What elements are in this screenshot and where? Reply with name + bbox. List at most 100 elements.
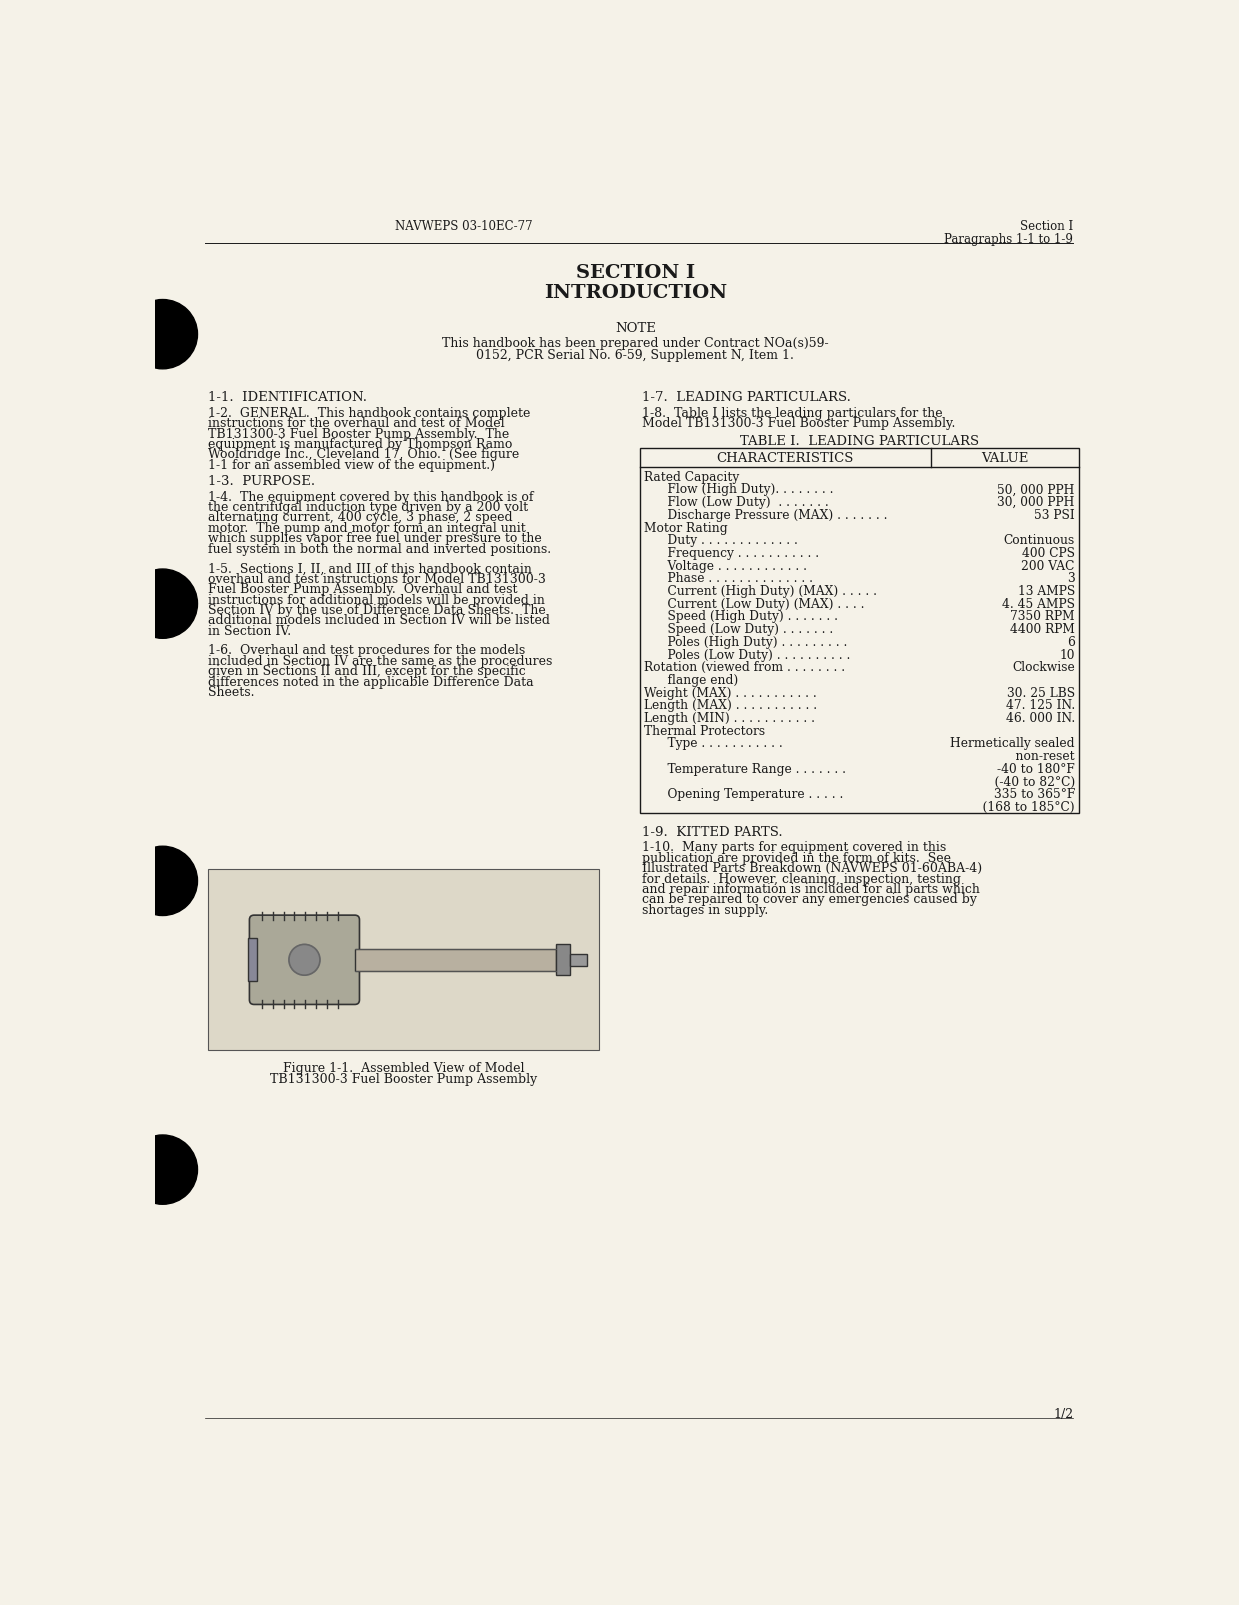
Text: included in Section IV are the same as the procedures: included in Section IV are the same as t… (208, 655, 551, 668)
Text: This handbook has been prepared under Contract NOa(s)59-: This handbook has been prepared under Co… (442, 337, 829, 350)
Text: SECTION I: SECTION I (576, 263, 695, 281)
Text: 4400 RPM: 4400 RPM (1010, 623, 1074, 636)
Text: Thermal Protectors: Thermal Protectors (644, 724, 764, 737)
Text: 7350 RPM: 7350 RPM (1010, 610, 1074, 623)
Text: 1-1.  IDENTIFICATION.: 1-1. IDENTIFICATION. (208, 392, 367, 404)
Text: for details.  However, cleaning, inspection, testing: for details. However, cleaning, inspecti… (642, 872, 960, 884)
Text: Continuous: Continuous (1004, 534, 1074, 547)
Text: Discharge Pressure (MAX) . . . . . . .: Discharge Pressure (MAX) . . . . . . . (653, 509, 888, 522)
Circle shape (128, 1135, 197, 1204)
Text: 1-6.  Overhaul and test procedures for the models: 1-6. Overhaul and test procedures for th… (208, 644, 525, 656)
Text: VALUE: VALUE (981, 453, 1028, 465)
Text: non-reset: non-reset (1000, 750, 1074, 762)
Text: Type . . . . . . . . . . .: Type . . . . . . . . . . . (653, 737, 783, 750)
Text: which supplies vapor free fuel under pressure to the: which supplies vapor free fuel under pre… (208, 531, 541, 546)
Text: Rated Capacity: Rated Capacity (644, 470, 740, 483)
Text: motor.  The pump and motor form an integral unit: motor. The pump and motor form an integr… (208, 522, 525, 534)
Text: Hermetically sealed: Hermetically sealed (950, 737, 1074, 750)
Text: CHARACTERISTICS: CHARACTERISTICS (716, 453, 854, 465)
Text: Clockwise: Clockwise (1012, 661, 1074, 674)
Bar (354, 950, 556, 971)
Text: Illustrated Parts Breakdown (NAVWEPS 01-60ABA-4): Illustrated Parts Breakdown (NAVWEPS 01-… (642, 862, 981, 875)
Text: 53 PSI: 53 PSI (1035, 509, 1074, 522)
Text: Paragraphs 1-1 to 1-9: Paragraphs 1-1 to 1-9 (944, 233, 1073, 246)
Text: 1-3.  PURPOSE.: 1-3. PURPOSE. (208, 475, 315, 488)
Text: additional models included in Section IV will be listed: additional models included in Section IV… (208, 615, 550, 628)
Text: 1-5.  Sections I, II, and III of this handbook contain: 1-5. Sections I, II, and III of this han… (208, 562, 532, 575)
Text: 46. 000 IN.: 46. 000 IN. (1006, 711, 1074, 724)
Text: overhaul and test instructions for Model TB131300-3: overhaul and test instructions for Model… (208, 573, 545, 586)
Text: Section I: Section I (1020, 220, 1073, 233)
Text: Opening Temperature . . . . .: Opening Temperature . . . . . (653, 788, 844, 801)
Text: Weight (MAX) . . . . . . . . . . .: Weight (MAX) . . . . . . . . . . . (644, 687, 817, 700)
Text: 400 CPS: 400 CPS (1022, 547, 1074, 560)
Text: 30. 25 LBS: 30. 25 LBS (1006, 687, 1074, 700)
Text: instructions for additional models will be provided in: instructions for additional models will … (208, 594, 544, 607)
Text: 47. 125 IN.: 47. 125 IN. (1006, 698, 1074, 713)
Text: instructions for the overhaul and test of Model: instructions for the overhaul and test o… (208, 417, 504, 430)
Text: alternating current, 400 cycle, 3 phase, 2 speed: alternating current, 400 cycle, 3 phase,… (208, 510, 512, 525)
Text: NAVWEPS 03-10EC-77: NAVWEPS 03-10EC-77 (395, 220, 533, 233)
Text: 1-2.  GENERAL.  This handbook contains complete: 1-2. GENERAL. This handbook contains com… (208, 406, 530, 419)
Bar (248, 939, 258, 982)
Text: 0152, PCR Serial No. 6-59, Supplement N, Item 1.: 0152, PCR Serial No. 6-59, Supplement N,… (477, 348, 794, 361)
Text: the centrifugal induction type driven by a 200 volt: the centrifugal induction type driven by… (208, 501, 528, 514)
Text: Wooldridge Inc., Cleveland 17, Ohio.  (See figure: Wooldridge Inc., Cleveland 17, Ohio. (Se… (208, 448, 519, 461)
Text: Length (MAX) . . . . . . . . . . .: Length (MAX) . . . . . . . . . . . (644, 698, 817, 713)
Text: Model TB131300-3 Fuel Booster Pump Assembly.: Model TB131300-3 Fuel Booster Pump Assem… (642, 417, 955, 430)
Text: publication are provided in the form of kits.  See: publication are provided in the form of … (642, 851, 950, 865)
Bar (570, 953, 587, 966)
Text: 1-10.  Many parts for equipment covered in this: 1-10. Many parts for equipment covered i… (642, 841, 945, 854)
Text: and repair information is included for all parts which: and repair information is included for a… (642, 883, 980, 896)
Text: Current (Low Duty) (MAX) . . . .: Current (Low Duty) (MAX) . . . . (653, 597, 865, 610)
Text: differences noted in the applicable Difference Data: differences noted in the applicable Diff… (208, 676, 533, 689)
Text: -40 to 180°F: -40 to 180°F (997, 762, 1074, 775)
Text: Poles (Low Duty) . . . . . . . . . .: Poles (Low Duty) . . . . . . . . . . (653, 648, 851, 661)
Text: 1-4.  The equipment covered by this handbook is of: 1-4. The equipment covered by this handb… (208, 491, 533, 504)
Text: Poles (High Duty) . . . . . . . . .: Poles (High Duty) . . . . . . . . . (653, 636, 847, 648)
Text: given in Sections II and III, except for the specific: given in Sections II and III, except for… (208, 664, 525, 677)
Text: TB131300-3 Fuel Booster Pump Assembly.  The: TB131300-3 Fuel Booster Pump Assembly. T… (208, 427, 509, 440)
Text: can be repaired to cover any emergencies caused by: can be repaired to cover any emergencies… (642, 892, 976, 905)
Text: 10: 10 (1059, 648, 1074, 661)
Text: 1-1 for an assembled view of the equipment.): 1-1 for an assembled view of the equipme… (208, 459, 494, 472)
Text: fuel system in both the normal and inverted positions.: fuel system in both the normal and inver… (208, 542, 550, 555)
Text: 1-9.  KITTED PARTS.: 1-9. KITTED PARTS. (642, 825, 782, 838)
Bar (641, 449, 1079, 814)
Text: Length (MIN) . . . . . . . . . . .: Length (MIN) . . . . . . . . . . . (644, 711, 815, 724)
Text: TB131300-3 Fuel Booster Pump Assembly: TB131300-3 Fuel Booster Pump Assembly (270, 1072, 536, 1085)
Text: (168 to 185°C): (168 to 185°C) (968, 801, 1074, 814)
Text: in Section IV.: in Section IV. (208, 624, 291, 637)
Text: 4. 45 AMPS: 4. 45 AMPS (1002, 597, 1074, 610)
Text: Rotation (viewed from . . . . . . . .: Rotation (viewed from . . . . . . . . (644, 661, 845, 674)
Text: flange end): flange end) (653, 674, 738, 687)
Text: Voltage . . . . . . . . . . . .: Voltage . . . . . . . . . . . . (653, 559, 808, 573)
Text: (-40 to 82°C): (-40 to 82°C) (979, 775, 1074, 788)
Text: Duty . . . . . . . . . . . . .: Duty . . . . . . . . . . . . . (653, 534, 798, 547)
Text: Phase . . . . . . . . . . . . . .: Phase . . . . . . . . . . . . . . (653, 571, 814, 584)
Text: INTRODUCTION: INTRODUCTION (544, 284, 727, 302)
Text: Fuel Booster Pump Assembly.  Overhaul and test: Fuel Booster Pump Assembly. Overhaul and… (208, 583, 517, 595)
Text: Flow (High Duty). . . . . . . .: Flow (High Duty). . . . . . . . (653, 483, 834, 496)
Text: 200 VAC: 200 VAC (1021, 559, 1074, 573)
Bar (556, 945, 570, 976)
Text: 335 to 365°F: 335 to 365°F (994, 788, 1074, 801)
Text: 50, 000 PPH: 50, 000 PPH (997, 483, 1074, 496)
Bar (208, 870, 598, 1051)
Text: 1-7.  LEADING PARTICULARS.: 1-7. LEADING PARTICULARS. (642, 392, 850, 404)
Text: Speed (Low Duty) . . . . . . .: Speed (Low Duty) . . . . . . . (653, 623, 834, 636)
Text: Figure 1-1.  Assembled View of Model: Figure 1-1. Assembled View of Model (282, 1061, 524, 1074)
FancyBboxPatch shape (249, 915, 359, 1005)
Text: Section IV by the use of Difference Data Sheets.  The: Section IV by the use of Difference Data… (208, 603, 545, 616)
Text: NOTE: NOTE (615, 323, 655, 335)
Text: Speed (High Duty) . . . . . . .: Speed (High Duty) . . . . . . . (653, 610, 839, 623)
Text: 6: 6 (1067, 636, 1074, 648)
Text: 3: 3 (1067, 571, 1074, 584)
Circle shape (128, 300, 197, 369)
Text: TABLE I.  LEADING PARTICULARS: TABLE I. LEADING PARTICULARS (740, 435, 979, 448)
Text: Current (High Duty) (MAX) . . . . .: Current (High Duty) (MAX) . . . . . (653, 584, 877, 597)
Text: 13 AMPS: 13 AMPS (1017, 584, 1074, 597)
Text: Flow (Low Duty)  . . . . . . .: Flow (Low Duty) . . . . . . . (653, 496, 829, 509)
Text: Motor Rating: Motor Rating (644, 522, 727, 534)
Text: Temperature Range . . . . . . .: Temperature Range . . . . . . . (653, 762, 846, 775)
